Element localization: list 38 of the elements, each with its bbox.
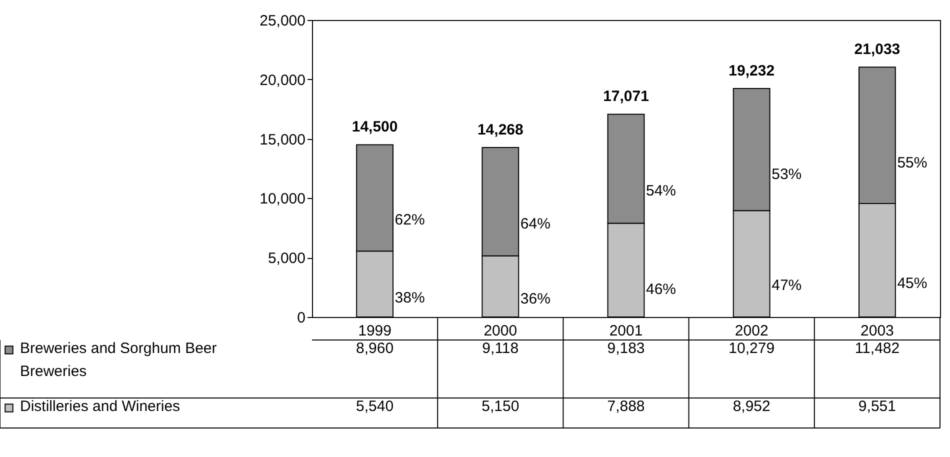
data-label: 9,118	[482, 340, 519, 357]
total-label: 17,071	[603, 88, 649, 106]
annotation: 62%	[394, 211, 425, 228]
data-label: 5,150	[482, 398, 520, 415]
data-label: 8,952	[732, 398, 770, 415]
total-label: 14,268	[477, 121, 524, 138]
x-tick-label: 2001	[609, 322, 643, 340]
annotation: 64%	[520, 215, 550, 232]
data-label: 9,551	[858, 398, 896, 415]
data-label: 9,183	[607, 340, 645, 357]
legend-label: Distilleries and Wineries	[20, 398, 180, 415]
data-label: 8,960	[356, 340, 394, 357]
legend-label: Breweries and Sorghum Beer Breweries	[20, 340, 217, 380]
data-label: 10,279	[728, 340, 775, 357]
y-tick-label: 5,000	[268, 250, 306, 268]
total-label: 14,500	[352, 118, 398, 136]
annotation: 54%	[646, 182, 676, 200]
data-label: 7,888	[607, 398, 645, 415]
x-tick-label: 2003	[860, 322, 894, 340]
x-tick-label: 2002	[734, 322, 768, 340]
y-tick-label: 15,000	[260, 131, 306, 148]
annotation: 47%	[772, 277, 802, 294]
y-tick-label: 10,000	[260, 190, 306, 208]
annotation: 55%	[897, 154, 928, 172]
data-label: 11,482	[854, 340, 900, 357]
annotation: 45%	[897, 274, 928, 292]
annotation: 46%	[646, 280, 676, 298]
data-label: 5,540	[356, 398, 394, 415]
x-tick-label: 2000	[484, 322, 518, 340]
y-tick-label: 25,000	[260, 12, 306, 30]
y-tick-label: 20,000	[260, 72, 306, 89]
annotation: 53%	[772, 166, 802, 184]
x-tick-label: 1999	[358, 322, 392, 340]
total-label: 19,232	[728, 62, 775, 80]
annotation: 38%	[394, 289, 425, 306]
y-tick-label: 0	[297, 310, 306, 326]
total-label: 21,033	[854, 41, 900, 58]
annotation: 36%	[520, 290, 550, 308]
